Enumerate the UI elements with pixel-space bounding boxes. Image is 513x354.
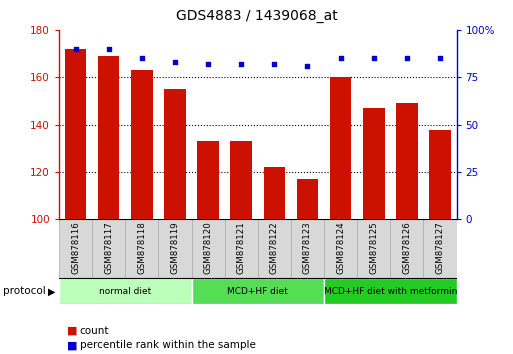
Text: GSM878116: GSM878116 (71, 221, 80, 274)
Bar (131, 70, 152, 219)
Bar (225, 219, 258, 278)
Text: GSM878123: GSM878123 (303, 221, 312, 274)
Bar (423, 219, 457, 278)
Text: ■: ■ (67, 326, 77, 336)
Point (403, 56, 411, 61)
Bar (390, 219, 423, 278)
Bar (297, 179, 318, 219)
Bar (59, 219, 92, 278)
Bar (65, 49, 86, 219)
Text: MCD+HF diet with metformin: MCD+HF diet with metformin (324, 287, 457, 296)
Point (105, 46, 113, 52)
Bar (264, 167, 285, 219)
Bar (258, 219, 291, 278)
Text: ▶: ▶ (48, 286, 55, 296)
Bar (191, 219, 225, 278)
Point (337, 56, 345, 61)
Text: count: count (80, 326, 109, 336)
Point (71, 46, 80, 52)
Text: GSM878124: GSM878124 (336, 221, 345, 274)
Point (137, 56, 146, 61)
Point (237, 61, 245, 67)
Bar (164, 89, 186, 219)
Point (171, 59, 179, 65)
Text: MCD+HF diet: MCD+HF diet (227, 287, 288, 296)
Bar (396, 103, 418, 219)
Point (303, 63, 311, 69)
Point (436, 56, 444, 61)
Bar (98, 56, 120, 219)
Text: GDS4883 / 1439068_at: GDS4883 / 1439068_at (175, 9, 338, 23)
Bar (357, 219, 390, 278)
Point (270, 61, 279, 67)
Text: GSM878121: GSM878121 (236, 221, 246, 274)
Bar (198, 141, 219, 219)
Point (204, 61, 212, 67)
Bar (159, 219, 191, 278)
Text: GSM878117: GSM878117 (104, 221, 113, 274)
Text: GSM878122: GSM878122 (270, 221, 279, 274)
Bar (363, 108, 385, 219)
Text: ■: ■ (67, 340, 77, 350)
Bar (125, 219, 159, 278)
Text: GSM878126: GSM878126 (402, 221, 411, 274)
Bar (330, 78, 351, 219)
Bar (429, 130, 451, 219)
Text: GSM878119: GSM878119 (170, 221, 180, 274)
Bar (230, 141, 252, 219)
Text: GSM878118: GSM878118 (137, 221, 146, 274)
Text: protocol: protocol (3, 286, 45, 296)
Bar (191, 278, 324, 304)
Bar (291, 219, 324, 278)
Bar (92, 219, 125, 278)
Text: GSM878125: GSM878125 (369, 221, 378, 274)
Bar (324, 219, 357, 278)
Point (370, 56, 378, 61)
Text: percentile rank within the sample: percentile rank within the sample (80, 340, 255, 350)
Bar (324, 278, 457, 304)
Text: GSM878120: GSM878120 (204, 221, 212, 274)
Text: normal diet: normal diet (99, 287, 151, 296)
Text: GSM878127: GSM878127 (436, 221, 444, 274)
Bar (59, 278, 191, 304)
